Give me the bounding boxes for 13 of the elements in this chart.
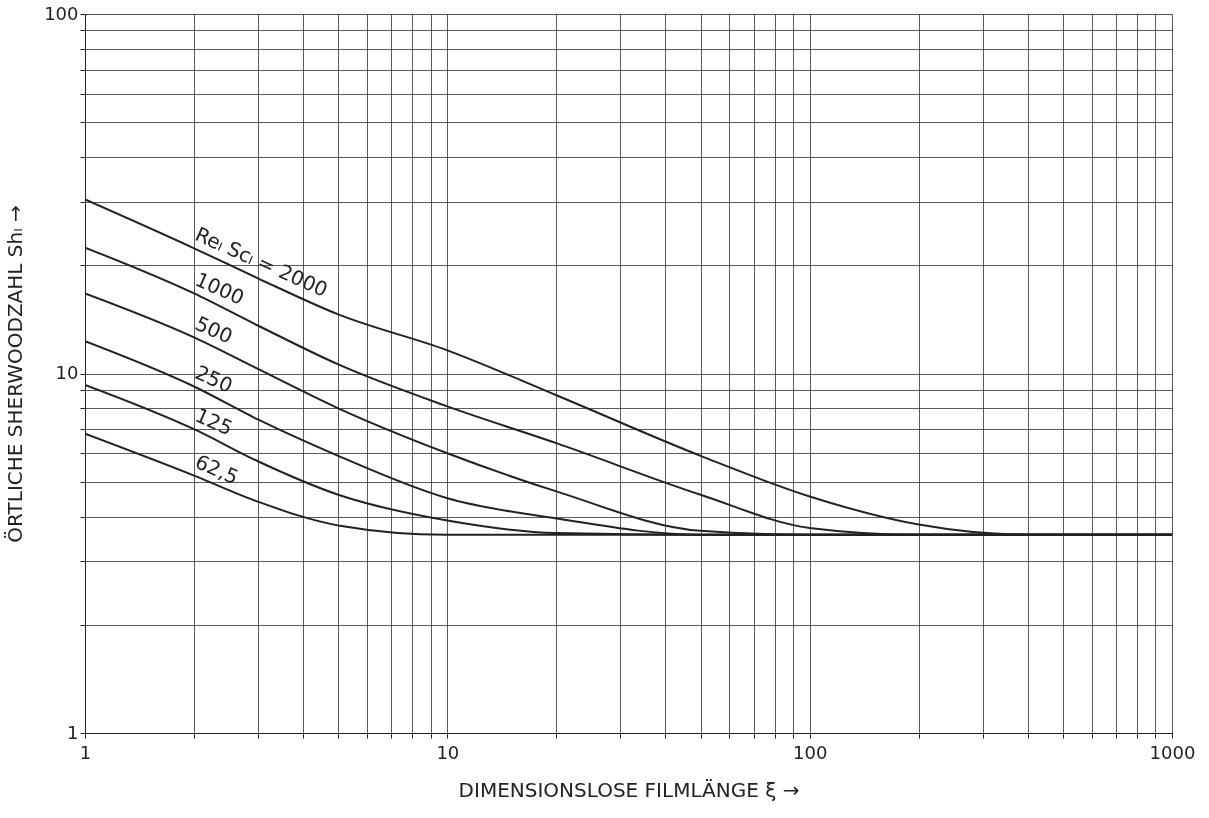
x-tick-label: 10: [436, 741, 460, 763]
text: 500: [191, 311, 237, 349]
text: 1000: [191, 267, 248, 310]
y-axis-title: ÖRTLICHE SHERWOODZAHL Shₗ →: [3, 205, 28, 543]
x-axis-title: DIMENSIONSLOSE FILMLÄNGE ξ →: [458, 777, 800, 802]
text: 250: [191, 360, 237, 398]
x-tick-label: 1000: [1149, 741, 1196, 763]
text: 62,5: [191, 449, 243, 490]
y-tick-label: 100: [44, 2, 79, 24]
y-tick-label: 1: [67, 721, 79, 743]
x-tick-label: 100: [792, 741, 828, 763]
text: 125: [191, 402, 237, 441]
y-tick-label: 10: [55, 362, 79, 383]
